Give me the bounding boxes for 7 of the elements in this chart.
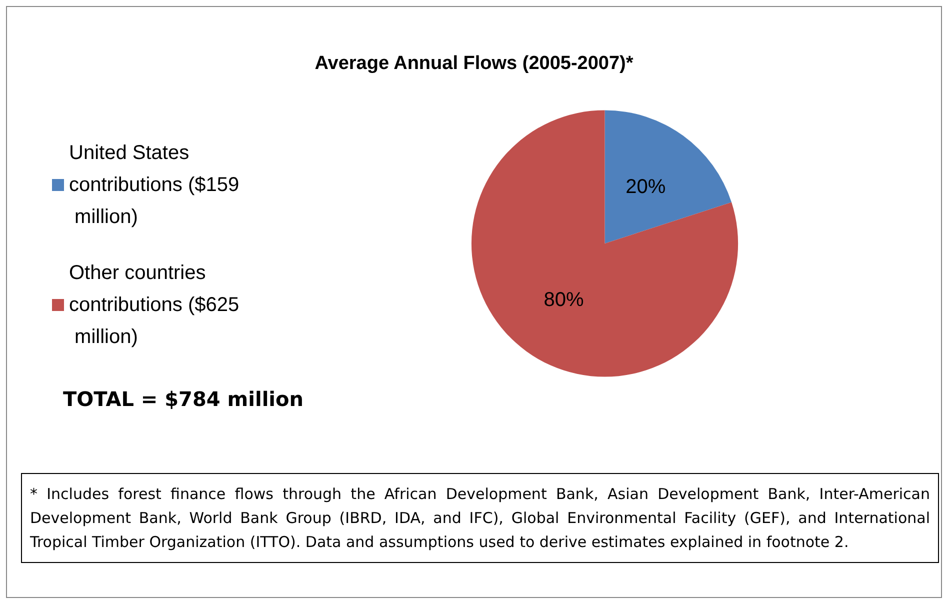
chart-title: Average Annual Flows (2005-2007)*	[314, 53, 634, 74]
text: * Includes forest finance flows through the African Development Bank, Asian Development Bank, Inter-American Development Bank, World Bank Group (IBRD, IDA, and IFC), Global Environmental Facility (GEF), and International Tropical Timber Organization (ITTO). Data and assumptions used to derive estimates explained in footnote 2.	[21, 473, 939, 563]
legend-label: United States contributions ($159 million)	[69, 142, 240, 228]
data-label: 80%	[544, 288, 584, 311]
legend-label: Other countries contributions ($625 million)	[69, 262, 240, 348]
data-label: 20%	[626, 176, 666, 198]
text: TOTAL = $784 million	[63, 387, 304, 411]
